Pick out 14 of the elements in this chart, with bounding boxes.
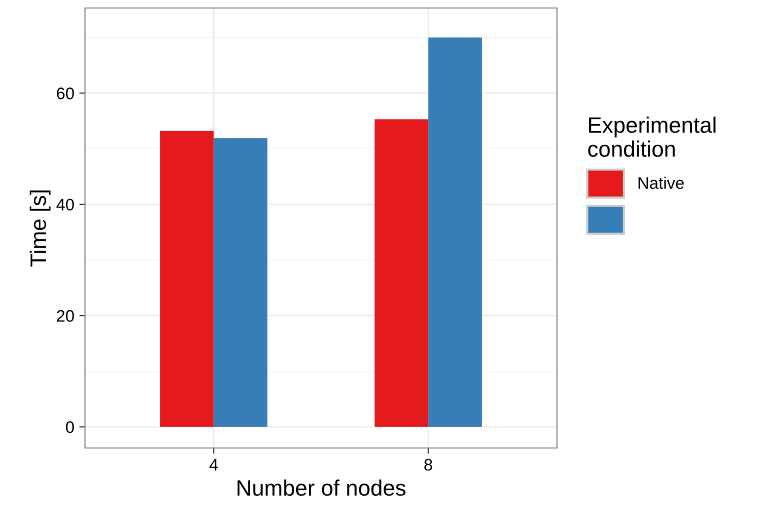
x-tick-label: 8 xyxy=(424,458,432,471)
y-tick-label: 40 xyxy=(56,198,74,211)
bar xyxy=(428,37,482,427)
legend-title: Experimental condition xyxy=(588,116,716,157)
bar xyxy=(214,138,268,427)
bar xyxy=(374,119,428,427)
bar xyxy=(160,130,214,427)
y-axis-title: Time [s] xyxy=(30,190,50,267)
y-tick-label: 20 xyxy=(56,310,74,322)
x-axis-title: Number of nodes xyxy=(238,480,406,496)
legend-label: Native xyxy=(638,176,684,189)
y-tick-label: 0 xyxy=(66,421,74,434)
x-tick-label: 4 xyxy=(209,459,218,470)
y-tick-label: 60 xyxy=(56,88,74,100)
